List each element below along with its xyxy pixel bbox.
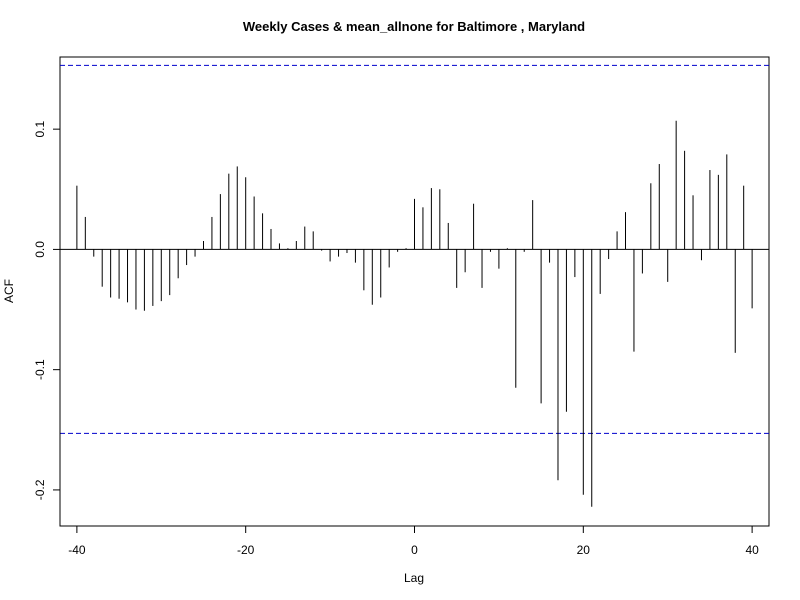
x-axis: -40 -20 0 20 40 [68,525,759,557]
y-tick-label: -0.1 [33,359,47,380]
plot-frame [59,56,770,527]
chart-title: Weekly Cases & mean_allnone for Baltimor… [243,19,585,34]
x-tick-label: -40 [68,543,86,557]
confidence-bounds [60,64,769,434]
x-tick-label: -20 [237,543,255,557]
x-tick-label: 20 [577,543,591,557]
y-tick-label: -0.2 [33,479,47,500]
x-axis-label: Lag [404,571,424,585]
y-tick-label: 0.0 [33,241,47,258]
acf-bars [76,120,753,507]
x-tick-label: 0 [411,543,418,557]
y-axis-label: ACF [2,279,16,303]
x-tick-label: 40 [745,543,759,557]
y-tick-label: 0.1 [33,120,47,137]
y-axis: -0.2 -0.1 0.0 0.1 [33,120,61,500]
